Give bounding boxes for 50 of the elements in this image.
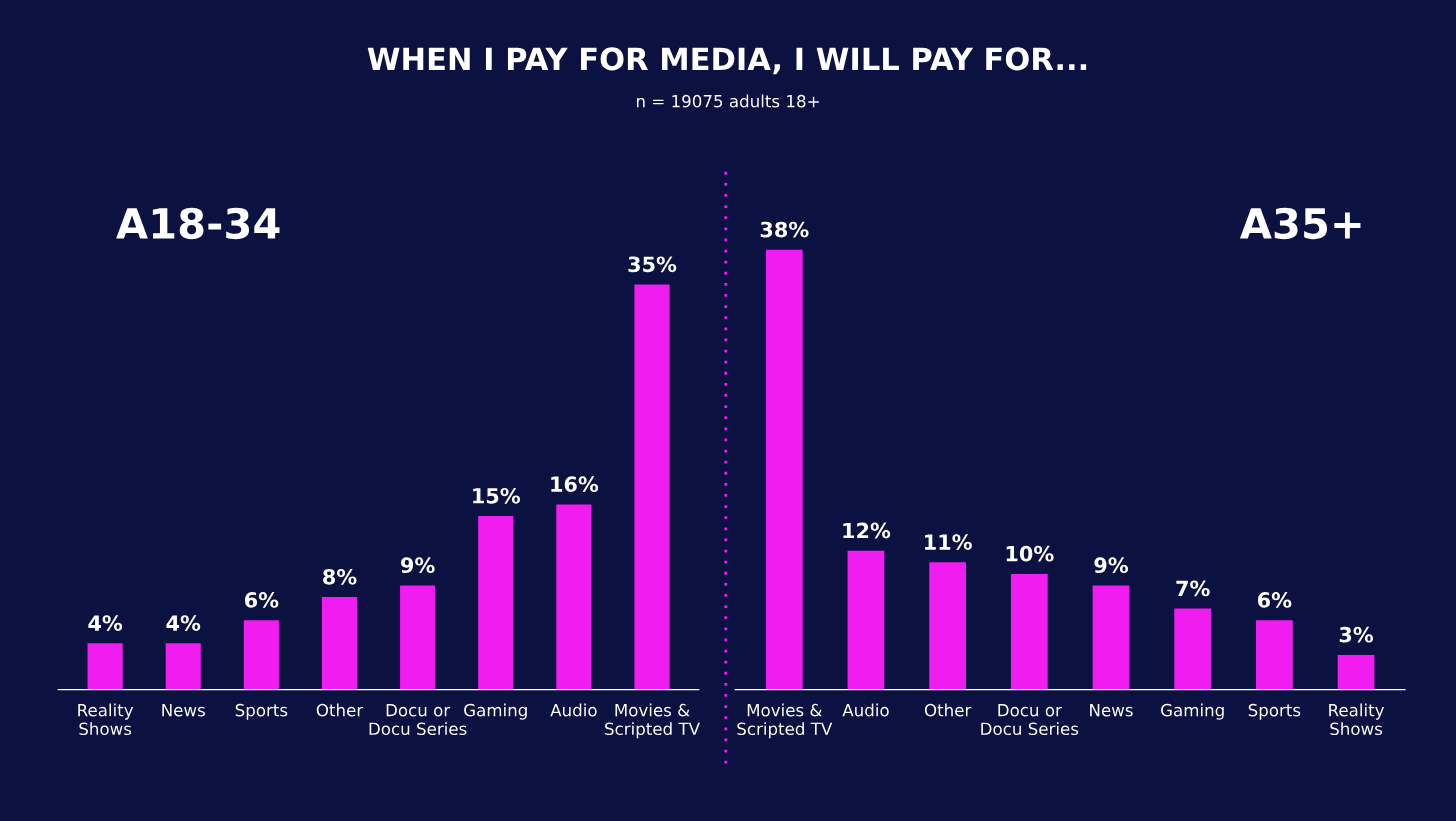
bar [1092, 585, 1130, 690]
bar [243, 620, 279, 690]
data-label: 11% [925, 534, 972, 550]
bar [847, 550, 885, 690]
data-label: 4% [88, 615, 123, 631]
data-label: 9% [401, 557, 435, 574]
data-label: 9% [1094, 557, 1129, 574]
bar [929, 562, 967, 690]
data-label: 8% [323, 568, 357, 585]
x-tick-label: News [1090, 704, 1133, 717]
data-label: 4% [166, 615, 201, 631]
x-tick-label: Reality Shows [78, 703, 134, 736]
data-label: 6% [244, 592, 279, 608]
bar [165, 643, 201, 690]
data-label: 35% [628, 256, 677, 273]
x-tick-label: Movies & Scripted TV [737, 703, 833, 739]
bar [1255, 620, 1293, 690]
chart-subtitle: n = 19075 adults 18+ [636, 94, 819, 108]
x-tick-label: Sports [235, 703, 288, 720]
x-tick-label: Movies & Scripted TV [605, 703, 700, 739]
bar [1174, 608, 1212, 690]
x-tick-label: Docu or Docu Series [981, 704, 1079, 736]
x-tick-label: Other [316, 703, 364, 717]
data-label: 38% [760, 221, 809, 238]
x-tick-label: Gaming [1161, 703, 1224, 720]
text: A18-34 [116, 207, 280, 240]
bar [87, 643, 123, 690]
data-label: 3% [1339, 626, 1374, 643]
bar [321, 597, 358, 690]
bar [1010, 573, 1048, 690]
bar [556, 504, 592, 690]
x-tick-label: Other [924, 703, 972, 717]
text: A35+ [1239, 207, 1361, 240]
x-tick-label: Audio [550, 703, 597, 717]
x-tick-label: News [162, 704, 205, 717]
x-tick-label: Sports [1248, 703, 1301, 720]
data-label: 12% [843, 522, 891, 539]
bar [1337, 654, 1375, 690]
data-label: 10% [1006, 545, 1054, 562]
x-tick-label: Reality Shows [1329, 703, 1385, 736]
bar [634, 284, 670, 690]
bar [765, 249, 803, 690]
bar [478, 516, 514, 690]
bar [400, 585, 436, 690]
x-tick-label: Audio [842, 703, 889, 717]
data-label: 7% [1176, 580, 1210, 597]
data-label: 15% [473, 487, 521, 504]
chart-title: WHEN I PAY FOR MEDIA, I WILL PAY FOR... [367, 47, 1087, 75]
data-label: 16% [551, 476, 599, 493]
data-label: 6% [1257, 592, 1292, 608]
